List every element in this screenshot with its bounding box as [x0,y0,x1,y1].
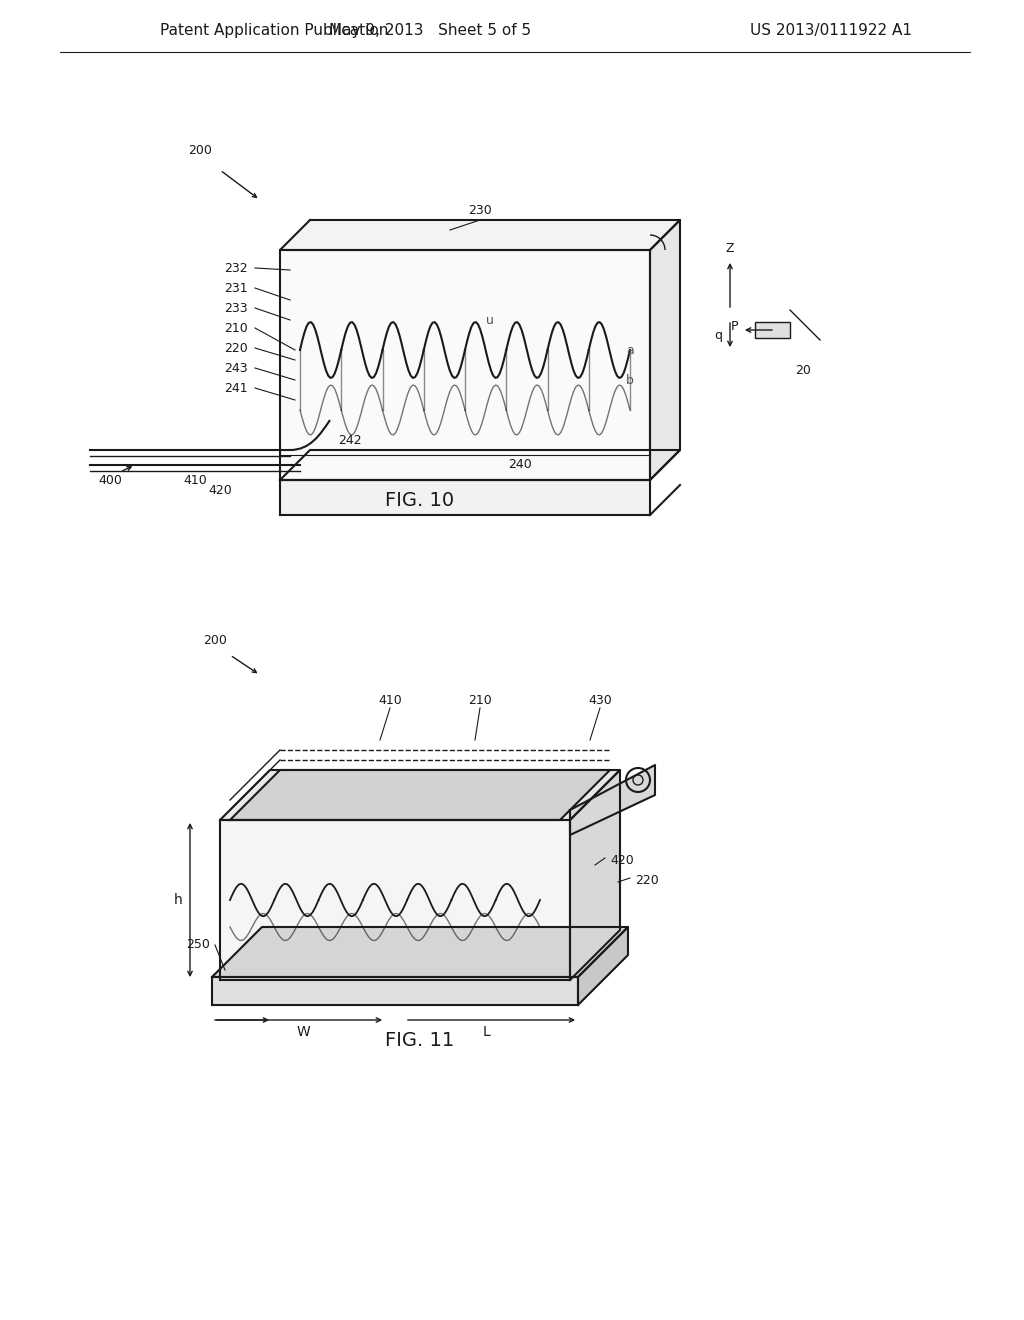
Text: 430: 430 [588,693,612,706]
Polygon shape [570,770,620,979]
Text: P: P [730,321,738,334]
Text: 200: 200 [188,144,212,157]
Text: 243: 243 [224,362,248,375]
Text: 233: 233 [224,301,248,314]
Polygon shape [650,220,680,480]
Polygon shape [280,480,650,515]
Text: 400: 400 [98,474,122,487]
Text: q: q [714,329,722,342]
Text: 410: 410 [378,693,401,706]
Text: b: b [626,374,634,387]
Polygon shape [280,249,650,480]
Text: 240: 240 [508,458,531,471]
Text: 220: 220 [224,342,248,355]
Text: 220: 220 [635,874,658,887]
Text: 20: 20 [795,363,811,376]
Polygon shape [212,977,578,1005]
Text: u: u [486,314,494,326]
Text: 420: 420 [610,854,634,866]
Polygon shape [570,766,655,836]
Text: W: W [296,1026,310,1039]
Polygon shape [280,220,680,249]
Text: Z: Z [726,242,734,255]
Text: 410: 410 [183,474,207,487]
Text: Patent Application Publication: Patent Application Publication [160,22,388,37]
Text: 230: 230 [468,203,492,216]
Text: FIG. 11: FIG. 11 [385,1031,455,1049]
Text: May 9, 2013   Sheet 5 of 5: May 9, 2013 Sheet 5 of 5 [329,22,531,37]
Text: 210: 210 [468,693,492,706]
Polygon shape [220,820,570,979]
Text: L: L [482,1026,489,1039]
Polygon shape [230,770,610,820]
Text: 210: 210 [224,322,248,334]
Polygon shape [578,927,628,1005]
Bar [755,322,790,338]
Polygon shape [220,770,620,820]
Text: h: h [174,894,182,907]
Text: 242: 242 [338,433,361,446]
Text: 200: 200 [203,634,227,647]
Text: 420: 420 [208,483,231,496]
Text: 232: 232 [224,261,248,275]
Text: US 2013/0111922 A1: US 2013/0111922 A1 [750,22,912,37]
Text: 231: 231 [224,281,248,294]
Text: a: a [626,343,634,356]
Text: 250: 250 [186,939,210,952]
Polygon shape [212,927,628,977]
Text: 241: 241 [224,381,248,395]
Text: FIG. 10: FIG. 10 [385,491,455,510]
